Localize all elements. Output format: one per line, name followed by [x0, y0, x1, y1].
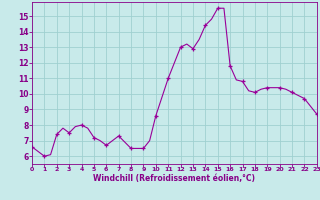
X-axis label: Windchill (Refroidissement éolien,°C): Windchill (Refroidissement éolien,°C) [93, 174, 255, 183]
